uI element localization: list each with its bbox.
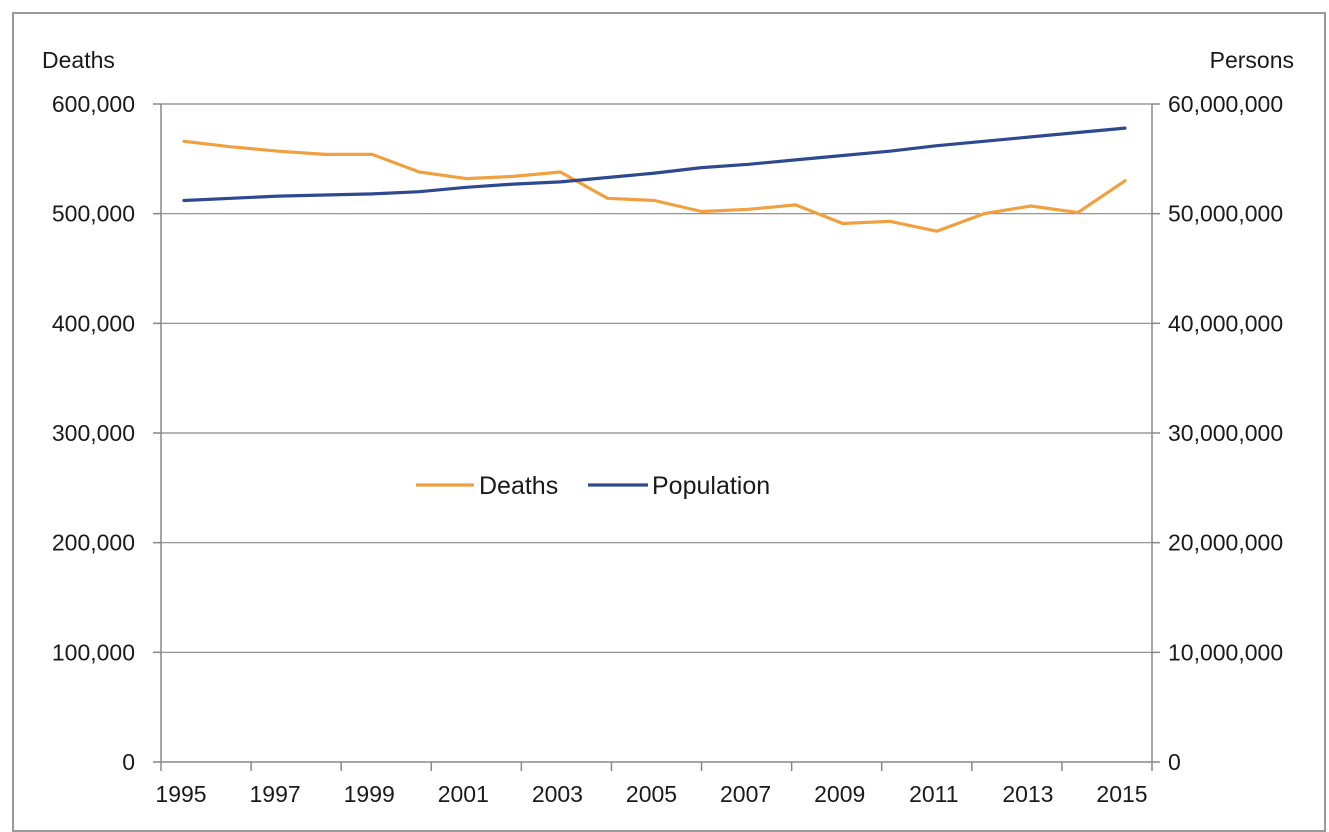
legend: Deaths Population [416, 472, 770, 500]
x-tick-label: 2009 [814, 781, 865, 807]
series-lines [182, 126, 1127, 233]
legend-label-population: Population [652, 472, 770, 500]
x-tick-label: 2003 [532, 781, 583, 807]
x-tick-label: 2013 [1002, 781, 1053, 807]
x-tick-label: 2005 [626, 781, 677, 807]
right-tick-label: 40,000,000 [1168, 310, 1283, 336]
left-tick-label: 500,000 [52, 201, 135, 227]
x-tick-label: 2015 [1096, 781, 1147, 807]
right-axis-title: Persons [1210, 47, 1294, 73]
right-tick-label: 0 [1168, 749, 1181, 775]
right-tick-label: 30,000,000 [1168, 420, 1283, 446]
series-line-population [182, 126, 1127, 203]
right-tick-label: 60,000,000 [1168, 91, 1283, 117]
legend-label-deaths: Deaths [479, 472, 558, 500]
x-tick-label: 1997 [250, 781, 301, 807]
axes [153, 103, 1160, 771]
left-tick-label: 300,000 [52, 420, 135, 446]
x-tick-label: 1999 [344, 781, 395, 807]
left-tick-label: 600,000 [52, 91, 135, 117]
x-tick-label: 2011 [909, 781, 958, 807]
series-line-deaths [182, 139, 1127, 233]
left-axis-title: Deaths [42, 47, 115, 73]
left-tick-label: 400,000 [52, 310, 135, 336]
x-tick-label: 1995 [155, 781, 206, 807]
right-tick-label: 20,000,000 [1168, 530, 1283, 556]
x-tick-label: 2001 [438, 781, 489, 807]
left-tick-label: 200,000 [52, 530, 135, 556]
left-tick-label: 100,000 [52, 639, 135, 665]
left-tick-label: 0 [122, 749, 135, 775]
tick-labels: 0 100,000 200,000 300,000 400,000 500,000 600,… [52, 91, 1283, 807]
right-tick-label: 10,000,000 [1168, 639, 1283, 665]
right-tick-label: 50,000,000 [1168, 201, 1283, 227]
chart-frame [12, 12, 1326, 832]
x-tick-label: 2007 [720, 781, 771, 807]
gridlines [161, 103, 1152, 653]
